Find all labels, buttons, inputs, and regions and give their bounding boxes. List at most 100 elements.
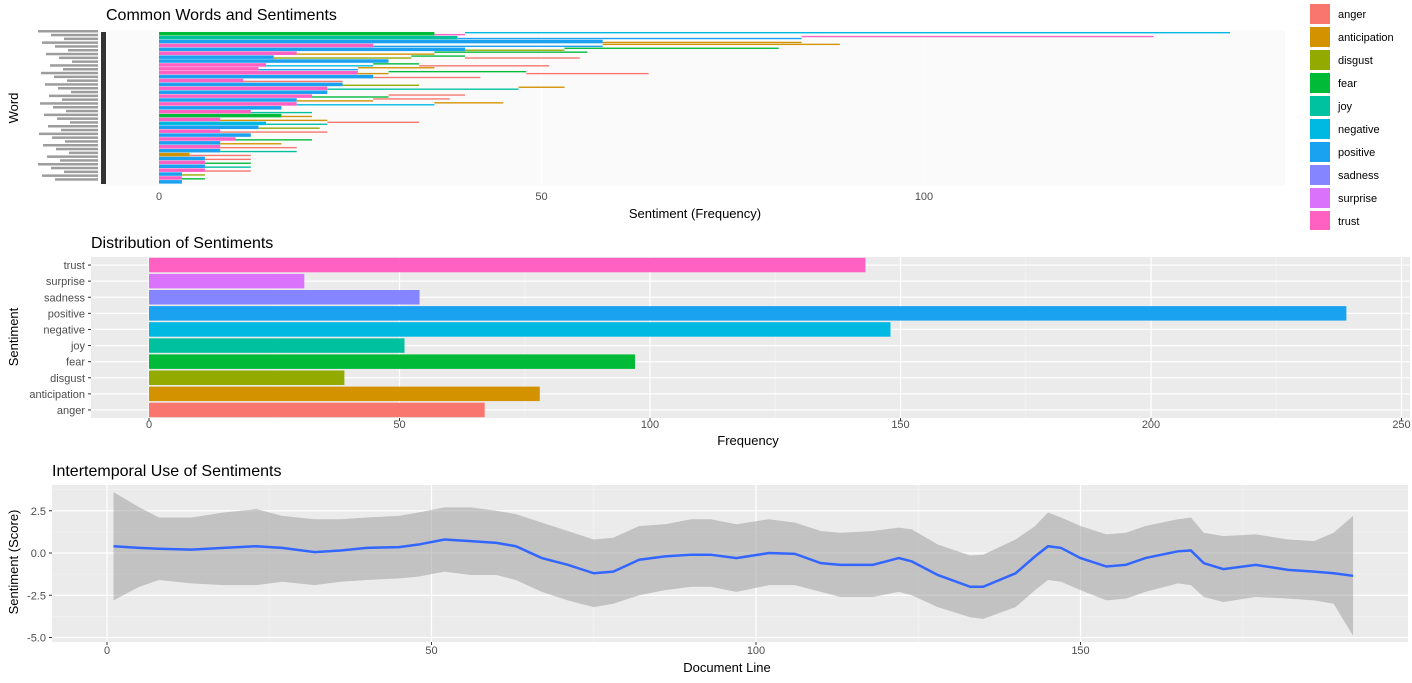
legend-key-joy <box>1310 96 1330 116</box>
y-tick-word-label <box>66 109 98 113</box>
y-tick-word-label <box>67 79 98 82</box>
bar-segment-trust <box>159 86 328 91</box>
y-tick-word-label <box>70 121 98 124</box>
bar-segment-trust <box>159 43 374 48</box>
x-tick-label: 0 <box>156 191 162 203</box>
legend-label-fear: fear <box>1338 78 1357 90</box>
sentiment-distribution-chart: 0 50 100 150 200 250 anger anticipation disgust f… <box>6 235 1411 448</box>
y-tick-word-label <box>40 102 98 105</box>
bar-fear <box>149 354 635 369</box>
bar-segment-joy <box>159 35 458 40</box>
legend-key-sadness <box>1310 165 1330 185</box>
smoothed-sentiment-line <box>113 538 1354 589</box>
bar-segment-negative <box>266 65 374 67</box>
bar-segment-positive <box>159 98 297 102</box>
bar-segment-anticipation <box>602 43 840 46</box>
y-tick-word-label <box>55 45 98 48</box>
legend-label-surprise: surprise <box>1338 193 1377 205</box>
y-tick-word-label <box>38 163 98 166</box>
legend-label-disgust: disgust <box>1338 55 1373 67</box>
bar-segment-positive <box>159 47 465 52</box>
y-tick-word-label <box>51 166 98 170</box>
bar-segment-negative <box>159 121 267 126</box>
x-tick-label: 0 <box>146 419 152 431</box>
y-tick-word-label <box>46 52 98 56</box>
y-tick-word-label <box>41 71 98 75</box>
x-tick-label: 200 <box>1142 419 1160 431</box>
y-tick-word-label <box>71 90 98 94</box>
y-tick-word-label <box>45 83 98 86</box>
bar-segment-trust <box>159 94 312 98</box>
bar-segment-trust <box>159 117 221 122</box>
legend-key-trust <box>1310 211 1330 230</box>
x-tick-label: 100 <box>641 419 659 431</box>
chart-title: Common Words and Sentiments <box>106 7 337 24</box>
y-tick-label: anger <box>57 405 85 417</box>
x-tick-label: 250 <box>1392 419 1410 431</box>
bar-joy <box>149 338 405 353</box>
bar-segment-positive <box>373 45 603 48</box>
bar-segment-positive <box>258 69 358 71</box>
bar-segment-positive <box>159 59 389 63</box>
bar-surprise <box>149 273 305 289</box>
bar-segment-trust <box>159 63 267 67</box>
bar-segment-anticipation <box>518 86 565 88</box>
bar-segment-negative <box>465 32 1230 34</box>
y-tick-word-label <box>47 155 98 158</box>
bar-segment-anger <box>373 98 450 100</box>
y-tick-word-label <box>62 98 98 101</box>
legend-key-anger <box>1310 4 1330 24</box>
bar-segment-fear <box>312 96 389 98</box>
y-tick-label: disgust <box>50 373 85 385</box>
bar-disgust <box>149 370 345 385</box>
bar-segment-positive <box>457 37 802 40</box>
bar-segment-disgust <box>181 174 205 176</box>
bar-segment-positive <box>159 90 328 94</box>
bar-segment-joy <box>220 150 297 153</box>
plot-panel <box>103 30 1285 186</box>
y-tick-label: joy <box>70 341 86 353</box>
y-axis-label: Word <box>6 93 21 124</box>
x-axis-label: Frequency <box>717 433 779 448</box>
bar-segment-trust <box>159 160 205 165</box>
y-tick-word-label <box>39 132 98 136</box>
y-tick-word-label <box>51 33 98 37</box>
bar-segment-anticipation <box>296 53 435 55</box>
bar-negative <box>149 322 891 337</box>
y-tick-word-label <box>64 170 98 174</box>
bar-segment-trust <box>159 145 221 149</box>
bar-segment-anger <box>243 80 343 83</box>
y-tick-word-label <box>42 174 98 177</box>
bar-segment-positive <box>159 106 282 110</box>
y-tick-label: 0.0 <box>31 548 46 560</box>
legend-label-joy: joy <box>1337 101 1353 113</box>
y-tick-label: anticipation <box>29 389 85 401</box>
bar-segment-anticipation <box>220 119 328 122</box>
y-tick-word-label <box>72 60 98 63</box>
legend-label-negative: negative <box>1338 124 1380 136</box>
y-tick-word-label <box>38 30 98 33</box>
legend-key-negative <box>1310 119 1330 139</box>
legend-key-positive <box>1310 142 1330 162</box>
y-tick-word-label <box>52 136 98 139</box>
y-axis-label: Sentiment <box>6 307 21 366</box>
bar-segment-anger <box>373 76 481 79</box>
y-tick-word-label <box>60 159 98 162</box>
bar-segment-trust <box>159 70 358 75</box>
legend-key-fear <box>1310 73 1330 93</box>
y-tick-label: sadness <box>44 292 85 304</box>
bar-segment-anger <box>189 154 251 157</box>
bar-positive <box>149 306 1347 321</box>
y-tick-word-label <box>57 117 98 120</box>
bar-segment-fear <box>159 32 435 36</box>
y-tick-label: 2.5 <box>31 506 46 518</box>
y-tick-label: -5.0 <box>27 633 46 645</box>
bar-segment-trust <box>159 168 205 172</box>
bar-segment-disgust <box>258 127 320 129</box>
y-tick-word-label <box>68 49 98 52</box>
y-tick-label: trust <box>64 260 85 272</box>
y-tick-word-label <box>65 140 98 143</box>
bar-anger <box>149 402 485 418</box>
y-tick-word-label <box>69 151 98 155</box>
legend-key-surprise <box>1310 188 1330 208</box>
